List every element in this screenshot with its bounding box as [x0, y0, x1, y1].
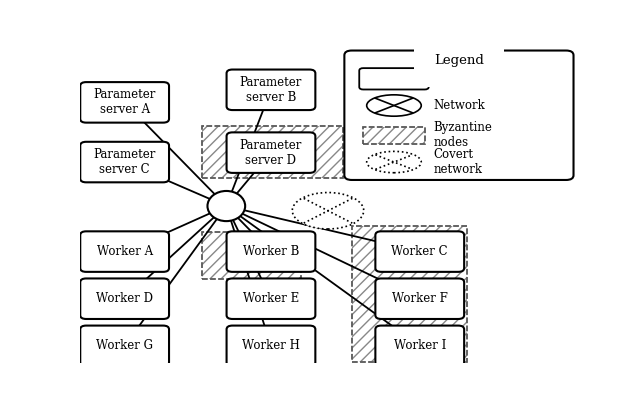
- Text: Worker A: Worker A: [97, 245, 153, 258]
- FancyBboxPatch shape: [80, 326, 169, 366]
- Text: Worker H: Worker H: [242, 339, 300, 353]
- Ellipse shape: [207, 191, 245, 221]
- FancyBboxPatch shape: [227, 278, 316, 319]
- FancyBboxPatch shape: [344, 51, 573, 180]
- FancyBboxPatch shape: [80, 278, 169, 319]
- Bar: [202, 126, 343, 178]
- FancyBboxPatch shape: [227, 69, 316, 110]
- FancyBboxPatch shape: [80, 231, 169, 272]
- Bar: [364, 127, 425, 144]
- Text: Parameter
server C: Parameter server C: [93, 148, 156, 176]
- Text: Worker G: Worker G: [96, 339, 153, 353]
- Bar: [202, 233, 301, 279]
- FancyBboxPatch shape: [376, 278, 464, 319]
- Ellipse shape: [292, 193, 364, 229]
- Bar: [364, 127, 425, 144]
- FancyBboxPatch shape: [80, 82, 169, 123]
- Text: Network: Network: [434, 99, 485, 112]
- Text: Worker D: Worker D: [96, 292, 153, 305]
- Text: Worker C: Worker C: [392, 245, 448, 258]
- Ellipse shape: [367, 151, 421, 173]
- FancyBboxPatch shape: [227, 132, 316, 173]
- Text: Byzantine
nodes: Byzantine nodes: [434, 121, 493, 149]
- Bar: [352, 226, 467, 361]
- Text: Worker E: Worker E: [243, 292, 299, 305]
- Bar: [352, 226, 467, 361]
- Ellipse shape: [367, 95, 421, 116]
- FancyBboxPatch shape: [227, 326, 316, 366]
- FancyBboxPatch shape: [376, 231, 464, 272]
- Text: Parameter
server B: Parameter server B: [240, 76, 302, 104]
- Text: Covert
network: Covert network: [434, 148, 483, 176]
- Text: Legend: Legend: [434, 54, 484, 67]
- Bar: [202, 233, 301, 279]
- Bar: [202, 126, 343, 178]
- Bar: [364, 127, 425, 144]
- Bar: [202, 126, 343, 178]
- FancyBboxPatch shape: [376, 326, 464, 366]
- FancyBboxPatch shape: [359, 68, 429, 89]
- Bar: [202, 233, 301, 279]
- Bar: [352, 226, 467, 361]
- Text: Worker I: Worker I: [394, 339, 446, 353]
- Text: Parameter
server A: Parameter server A: [93, 89, 156, 116]
- FancyBboxPatch shape: [227, 231, 316, 272]
- Text: Node: Node: [434, 72, 465, 85]
- Text: Parameter
server D: Parameter server D: [240, 139, 302, 166]
- Text: Worker B: Worker B: [243, 245, 299, 258]
- FancyBboxPatch shape: [80, 142, 169, 182]
- Text: Worker F: Worker F: [392, 292, 448, 305]
